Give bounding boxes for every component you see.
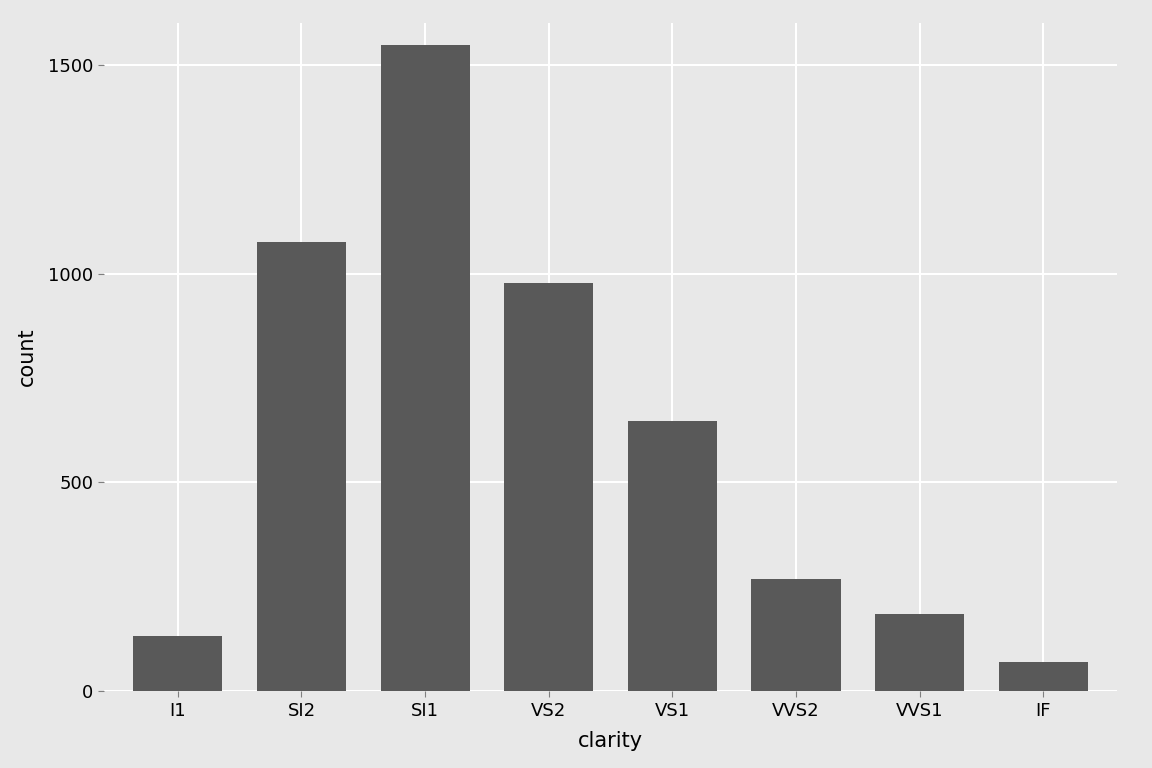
Bar xyxy=(505,283,593,691)
Bar xyxy=(257,242,346,691)
Bar xyxy=(999,661,1087,691)
Y-axis label: count: count xyxy=(17,328,37,386)
Bar xyxy=(628,421,717,691)
X-axis label: clarity: clarity xyxy=(578,730,643,751)
Bar xyxy=(134,637,222,691)
Bar xyxy=(876,614,964,691)
Bar xyxy=(380,45,470,691)
Bar xyxy=(751,579,841,691)
